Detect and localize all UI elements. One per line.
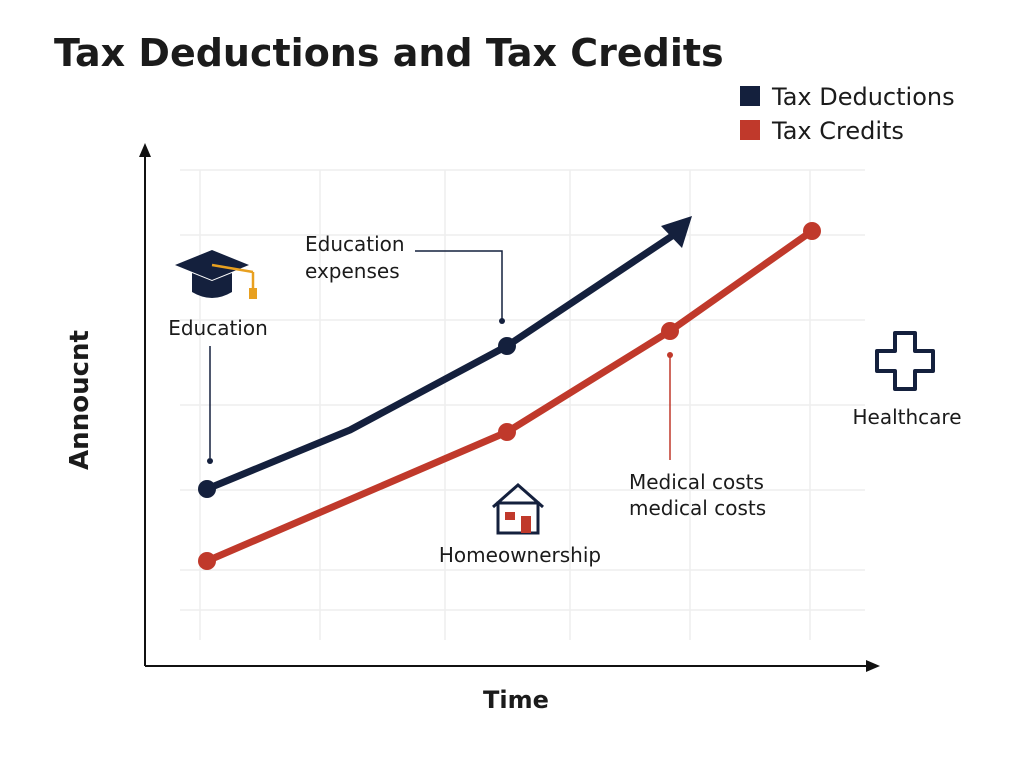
title: Tax Deductions and Tax Credits	[54, 31, 724, 75]
annotation: Education	[168, 316, 268, 340]
deductions-line	[198, 216, 692, 498]
credits-line	[198, 222, 821, 570]
healthcare-icon	[875, 331, 935, 391]
leader-line	[207, 346, 213, 464]
legend-swatch	[740, 120, 760, 140]
annotation: Homeownership	[439, 543, 601, 567]
annotation: Healthcare	[852, 405, 961, 429]
annotation: Education	[305, 232, 405, 256]
annotation: expenses	[305, 259, 400, 283]
graduation-cap-icon	[175, 250, 257, 299]
annotation: Medical costs	[629, 470, 764, 494]
axes	[139, 143, 880, 672]
legend-swatch	[740, 86, 760, 106]
leader-line	[415, 250, 505, 324]
leader-line	[667, 352, 673, 460]
x-axis-label: Time	[483, 686, 549, 714]
legend-label: Tax Deductions	[771, 83, 955, 111]
legend-label: Tax Credits	[771, 117, 904, 145]
annotation: medical costs	[629, 496, 766, 520]
house-icon	[492, 483, 544, 535]
y-axis-label: Annoucnt	[65, 330, 95, 470]
grid	[180, 169, 865, 640]
